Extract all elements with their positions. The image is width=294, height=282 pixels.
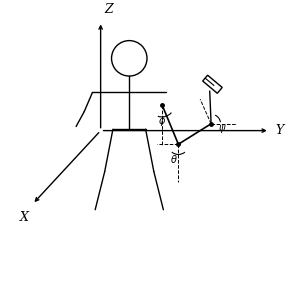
Text: $\psi$: $\psi$ [218, 123, 226, 135]
Text: Y: Y [275, 124, 283, 137]
Text: $\phi$: $\phi$ [158, 114, 166, 128]
Text: $\theta$: $\theta$ [171, 153, 178, 165]
Text: Z: Z [105, 3, 113, 16]
Text: X: X [19, 211, 28, 224]
